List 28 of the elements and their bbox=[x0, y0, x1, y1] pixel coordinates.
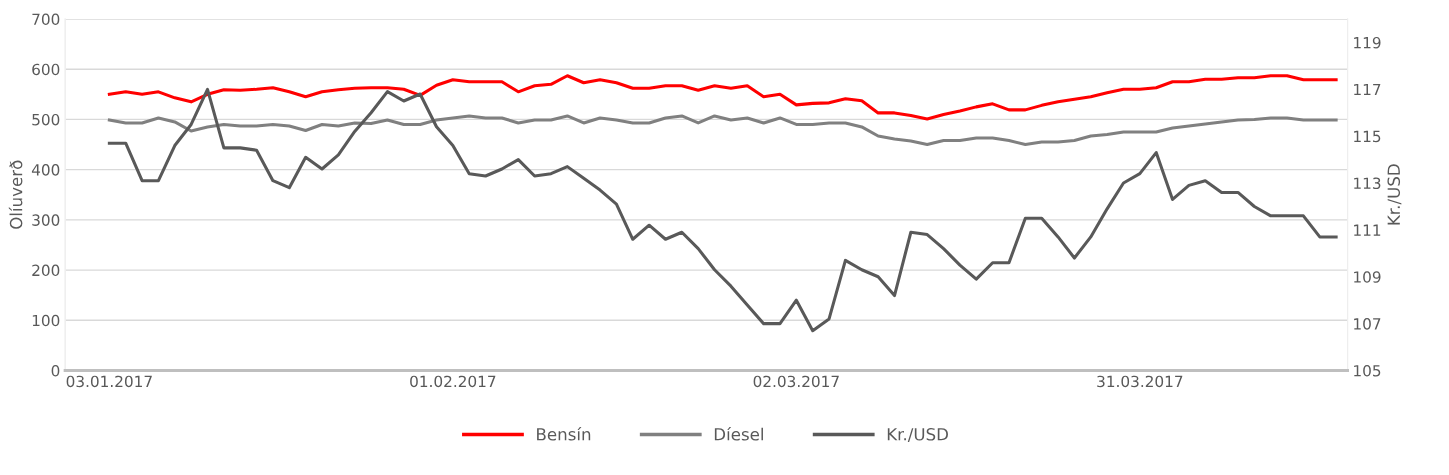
y2-axis-title: Kr./USD bbox=[1387, 164, 1402, 225]
y-tick-label: 400 bbox=[31, 164, 60, 176]
legend-label: Kr./USD bbox=[887, 427, 948, 442]
y2-tick-label: 109 bbox=[1354, 271, 1381, 283]
line-series bbox=[107, 114, 1338, 147]
x-tick-label: 01.02.2017 bbox=[410, 375, 496, 388]
y2-tick-label: 115 bbox=[1354, 130, 1381, 143]
y-tick-label: 0 bbox=[51, 364, 60, 377]
y-tick-label: 200 bbox=[32, 264, 60, 277]
y2-tick-label: 107 bbox=[1354, 318, 1381, 330]
line-series bbox=[107, 74, 1338, 121]
y2-tick-label: 117 bbox=[1354, 83, 1381, 96]
x-tick-label: 31.03.2017 bbox=[1097, 375, 1183, 388]
y-tick-label: 300 bbox=[32, 214, 60, 226]
line-series bbox=[107, 87, 1338, 333]
y2-tick-label: 119 bbox=[1354, 36, 1381, 49]
x-tick-label: 03.01.2017 bbox=[66, 375, 152, 388]
y-tick-label: 600 bbox=[32, 63, 60, 76]
x-tick-label: 02.03.2017 bbox=[753, 375, 839, 388]
y2-tick-label: 111 bbox=[1354, 224, 1381, 236]
y-tick-label: 700 bbox=[32, 13, 60, 26]
y-axis-title: Olíuverð bbox=[8, 160, 23, 229]
y-tick-label: 100 bbox=[32, 314, 60, 327]
y-tick-label: 500 bbox=[32, 113, 60, 126]
legend-label: Díesel bbox=[714, 427, 763, 441]
y2-tick-label: 105 bbox=[1354, 364, 1381, 377]
legend-label: Bensín bbox=[537, 427, 591, 441]
y2-tick-label: 113 bbox=[1354, 177, 1381, 190]
